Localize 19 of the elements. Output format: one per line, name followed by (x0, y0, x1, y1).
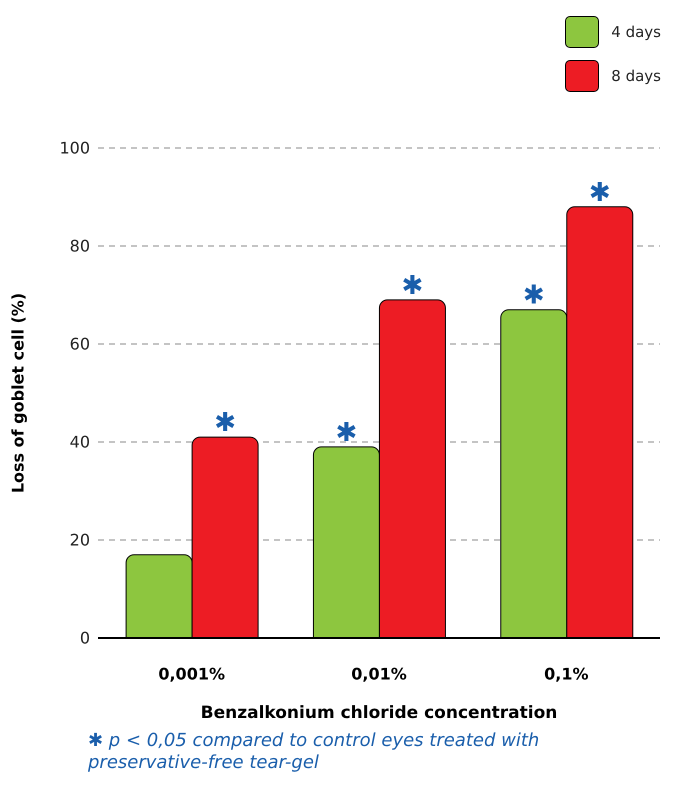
data-label: ✱ (336, 418, 358, 448)
legend-label: 8 days (611, 67, 661, 85)
text: ✱ p < 0,05 compared to control eyes treated with preservative-free tear-gel (88, 730, 540, 774)
x-axis-title: Benzalkonium chloride concentration (200, 703, 558, 723)
y-axis-title: Loss of goblet cell (%) (8, 292, 28, 494)
legend-label: 4 days (611, 23, 661, 41)
y-tick-label: 100 (59, 138, 90, 158)
data-label: ✱ (402, 270, 424, 301)
x-tick-label: 0,1% (544, 664, 589, 684)
x-tick-label: 0,001% (158, 664, 225, 684)
x-tick-label: 0,01% (351, 664, 407, 684)
data-label: ✱ (588, 178, 611, 208)
y-tick-label: 40 (70, 432, 90, 452)
data-label: ✱ (522, 280, 545, 311)
y-tick-label: 20 (70, 530, 90, 550)
y-tick-label: 80 (70, 236, 90, 256)
y-tick-label: 60 (70, 334, 90, 354)
y-tick-label: 0 (80, 628, 90, 648)
data-label: ✱ (214, 408, 236, 438)
